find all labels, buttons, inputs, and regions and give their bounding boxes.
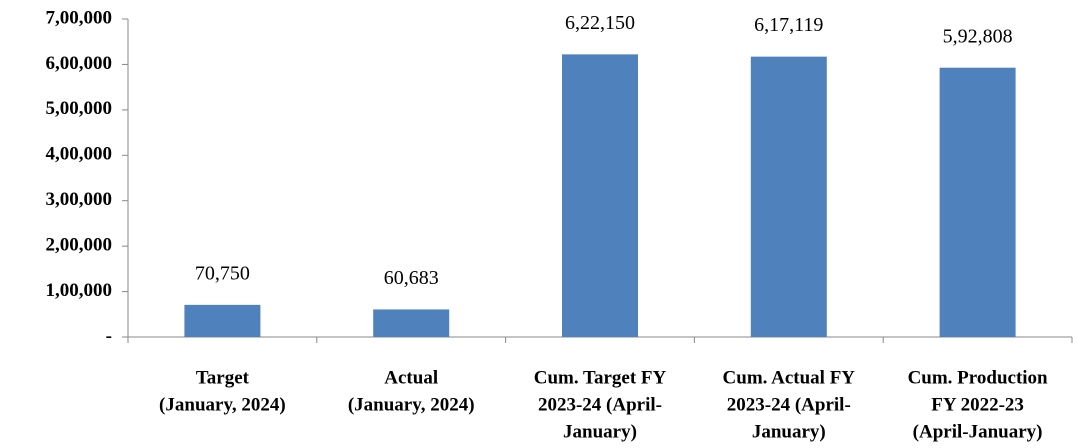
value-label: 5,92,808: [943, 25, 1013, 47]
x-tick-label: Cum. Actual FY: [723, 367, 856, 388]
x-tick-label: 2023-24 (April-: [727, 394, 851, 415]
y-tick-label: 5,00,000: [46, 98, 113, 119]
y-tick-label: 3,00,000: [46, 189, 113, 210]
bar: [750, 56, 827, 338]
y-tick-label: 2,00,000: [46, 235, 113, 256]
x-tick-label: January): [752, 421, 826, 442]
x-tick-label: Target: [196, 367, 250, 388]
x-tick-label: Cum. Target FY: [534, 367, 667, 388]
y-tick-label: 1,00,000: [46, 280, 113, 301]
value-label: 6,22,150: [565, 12, 635, 34]
x-tick-label: (January, 2024): [159, 394, 286, 415]
bar: [562, 54, 638, 337]
bar: [939, 67, 1016, 337]
value-label: 60,683: [384, 267, 439, 289]
x-tick-label: January): [563, 421, 637, 442]
y-tick-label: -: [106, 325, 112, 346]
x-tick-label: Cum. Production: [908, 367, 1048, 388]
y-tick-label: 7,00,000: [46, 7, 113, 28]
value-label: 6,17,119: [754, 14, 823, 36]
x-tick-label: FY 2022-23: [931, 394, 1024, 415]
bar: [184, 304, 261, 337]
x-tick-label: 2023-24 (April-: [538, 394, 662, 415]
y-tick-label: 6,00,000: [46, 53, 113, 74]
x-tick-label: (January, 2024): [348, 394, 475, 415]
y-tick-label: 4,00,000: [46, 144, 113, 165]
x-tick-label: Actual: [384, 367, 438, 388]
x-tick-label: (April-January): [913, 421, 1043, 442]
bar: [373, 309, 450, 337]
value-label: 70,750: [195, 262, 250, 284]
